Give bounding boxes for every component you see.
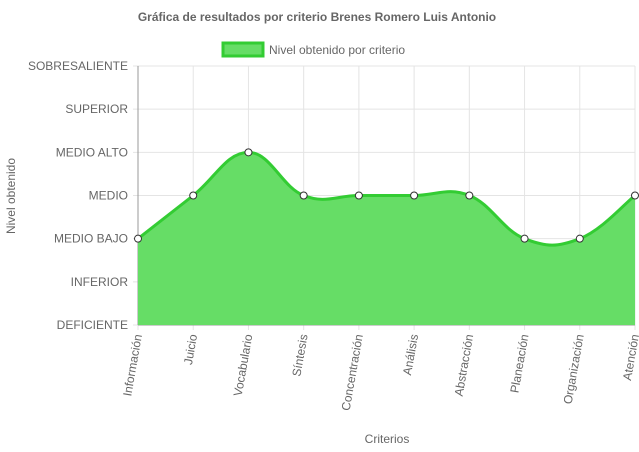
data-point bbox=[410, 191, 419, 200]
data-point bbox=[134, 234, 142, 243]
y-tick-label: INFERIOR bbox=[71, 275, 129, 289]
series-line bbox=[137, 150, 636, 247]
plot-area bbox=[137, 150, 636, 325]
chart-title: Gráfica de resultados por criterio Brene… bbox=[138, 10, 496, 24]
x-axis-title: Criterios bbox=[365, 432, 410, 446]
data-points bbox=[134, 148, 639, 243]
data-point bbox=[520, 234, 529, 243]
x-tick-label: Juicio bbox=[181, 333, 200, 366]
data-point bbox=[299, 191, 308, 200]
x-tick-label: Análisis bbox=[400, 333, 421, 376]
series-area-fill bbox=[138, 152, 635, 325]
y-axis-title: Nivel obtenido bbox=[4, 158, 18, 234]
x-tick-label: Atención bbox=[620, 333, 639, 381]
y-tick-label: SOBRESALIENTE bbox=[28, 59, 128, 73]
x-tick-label: Síntesis bbox=[289, 333, 310, 377]
data-point bbox=[244, 148, 253, 157]
y-tick-label: DEFICIENTE bbox=[57, 318, 128, 332]
data-point bbox=[189, 191, 198, 200]
x-tick-label: Concentración bbox=[339, 333, 366, 412]
data-point bbox=[631, 191, 639, 200]
legend-swatch bbox=[221, 41, 265, 58]
data-point bbox=[575, 234, 584, 243]
x-tick-label: Organización bbox=[561, 333, 587, 405]
data-point bbox=[354, 191, 363, 200]
y-axis: DEFICIENTE INFERIOR MEDIO BAJO MEDIO MEDIO A… bbox=[28, 59, 128, 332]
y-tick-label: SUPERIOR bbox=[65, 102, 128, 116]
y-tick-label: MEDIO ALTO bbox=[56, 145, 128, 159]
data-point bbox=[465, 191, 474, 200]
x-axis: Información Juicio Vocabulario Síntesis Conc… bbox=[120, 333, 639, 412]
legend-label: Nivel obtenido por criterio bbox=[269, 43, 405, 57]
x-tick-label: Vocabulario bbox=[231, 333, 256, 398]
x-tick-label: Información bbox=[120, 333, 145, 397]
y-tick-label: MEDIO bbox=[89, 189, 128, 203]
legend[interactable]: Nivel obtenido por criterio bbox=[221, 41, 405, 58]
y-tick-label: MEDIO BAJO bbox=[54, 232, 128, 246]
x-tick-label: Planeación bbox=[507, 333, 531, 394]
x-tick-label: Abstracción bbox=[452, 333, 477, 397]
